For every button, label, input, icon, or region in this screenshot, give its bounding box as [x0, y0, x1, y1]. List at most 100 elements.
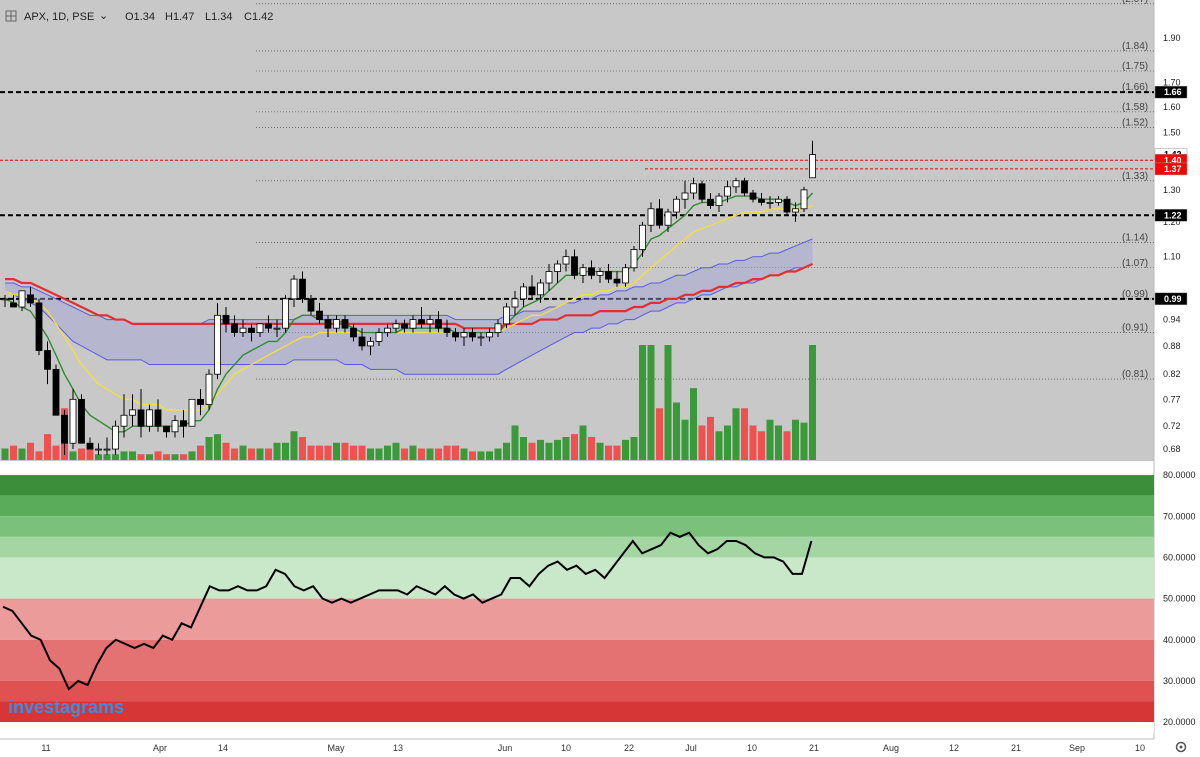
candle[interactable] — [120, 394, 128, 438]
candle[interactable] — [732, 177, 740, 193]
candle[interactable] — [477, 332, 485, 346]
chevron-down-icon[interactable]: ⌄ — [99, 10, 108, 22]
symbol-label[interactable]: APX, 1D, PSE — [24, 11, 94, 23]
candle[interactable] — [605, 264, 612, 283]
candle[interactable] — [282, 294, 289, 333]
candle[interactable] — [494, 319, 502, 337]
candle[interactable] — [571, 249, 578, 280]
candle[interactable] — [418, 307, 425, 329]
candle[interactable] — [1, 294, 9, 308]
candle[interactable] — [715, 192, 723, 213]
candle[interactable] — [78, 394, 85, 444]
candle[interactable] — [52, 364, 60, 416]
candle[interactable] — [44, 341, 51, 385]
candle[interactable] — [443, 319, 451, 337]
candle[interactable] — [724, 180, 731, 203]
candle[interactable] — [707, 192, 714, 209]
candle[interactable] — [188, 398, 196, 427]
candle[interactable] — [180, 409, 187, 438]
candle[interactable] — [647, 202, 655, 233]
candle[interactable] — [639, 221, 646, 257]
candle[interactable] — [248, 323, 255, 342]
candle[interactable] — [273, 319, 281, 337]
candle[interactable] — [511, 290, 519, 316]
candle[interactable] — [129, 394, 136, 427]
candle[interactable] — [562, 249, 570, 272]
candle[interactable] — [435, 311, 442, 333]
candle[interactable] — [656, 199, 663, 229]
candle[interactable] — [486, 328, 493, 342]
candle[interactable] — [469, 328, 476, 342]
candle[interactable] — [214, 302, 221, 380]
candle[interactable] — [537, 279, 544, 303]
candle[interactable] — [460, 328, 468, 346]
candle[interactable] — [673, 196, 680, 219]
candle[interactable] — [69, 389, 77, 450]
candle[interactable] — [18, 290, 26, 312]
candle[interactable] — [205, 369, 213, 410]
candle[interactable] — [307, 294, 315, 316]
candle[interactable] — [350, 323, 357, 342]
candle[interactable] — [316, 302, 323, 324]
candle[interactable] — [163, 425, 170, 438]
candle[interactable] — [299, 271, 306, 303]
candle[interactable] — [27, 286, 34, 308]
candle[interactable] — [222, 307, 230, 333]
candle[interactable] — [35, 298, 43, 356]
candle[interactable] — [554, 260, 561, 283]
candle[interactable] — [783, 196, 791, 216]
candle[interactable] — [749, 189, 757, 203]
candle[interactable] — [579, 264, 587, 283]
candle[interactable] — [112, 420, 119, 455]
chart-header[interactable]: APX, 1D, PSE ⌄ O1.34 H1.47 L1.34 C1.42 — [2, 7, 302, 25]
candle[interactable] — [265, 315, 272, 333]
candle[interactable] — [401, 319, 408, 333]
candle[interactable] — [290, 275, 298, 308]
candle[interactable] — [146, 404, 153, 432]
candle[interactable] — [375, 328, 383, 346]
candle[interactable] — [197, 389, 204, 416]
candle[interactable] — [137, 389, 145, 438]
candle[interactable] — [95, 443, 102, 455]
candle[interactable] — [698, 180, 706, 203]
candle[interactable] — [503, 302, 510, 329]
candlesticks[interactable] — [1, 140, 816, 455]
candle[interactable] — [690, 177, 697, 200]
candle[interactable] — [766, 196, 774, 209]
candle[interactable] — [596, 267, 604, 283]
candle[interactable] — [741, 177, 748, 197]
candle[interactable] — [758, 192, 765, 206]
rsi-line[interactable] — [2, 531, 813, 691]
candle[interactable] — [800, 186, 808, 213]
candle[interactable] — [358, 328, 366, 351]
settings-gear-icon[interactable] — [1175, 741, 1187, 753]
candle[interactable] — [528, 275, 536, 299]
candle[interactable] — [10, 294, 17, 308]
candle[interactable] — [171, 415, 179, 438]
candle[interactable] — [681, 180, 689, 209]
candle[interactable] — [775, 196, 782, 206]
candle[interactable] — [622, 264, 629, 287]
candle[interactable] — [239, 319, 247, 337]
candle[interactable] — [103, 437, 111, 455]
candle[interactable] — [367, 336, 374, 356]
candle[interactable] — [61, 409, 68, 455]
candle[interactable] — [409, 315, 417, 333]
candle[interactable] — [452, 328, 459, 342]
expand-icon[interactable] — [5, 10, 17, 22]
candle[interactable] — [809, 140, 816, 179]
candle[interactable] — [341, 315, 349, 333]
candle[interactable] — [426, 315, 434, 333]
candle[interactable] — [324, 315, 332, 337]
candle[interactable] — [588, 260, 595, 280]
candle[interactable] — [613, 271, 621, 287]
candle[interactable] — [256, 323, 264, 337]
candle[interactable] — [630, 245, 638, 272]
candle[interactable] — [392, 319, 400, 333]
candle[interactable] — [384, 323, 391, 337]
candle[interactable] — [664, 208, 672, 233]
candle[interactable] — [545, 264, 553, 291]
candle[interactable] — [231, 315, 238, 337]
candle[interactable] — [86, 437, 94, 450]
